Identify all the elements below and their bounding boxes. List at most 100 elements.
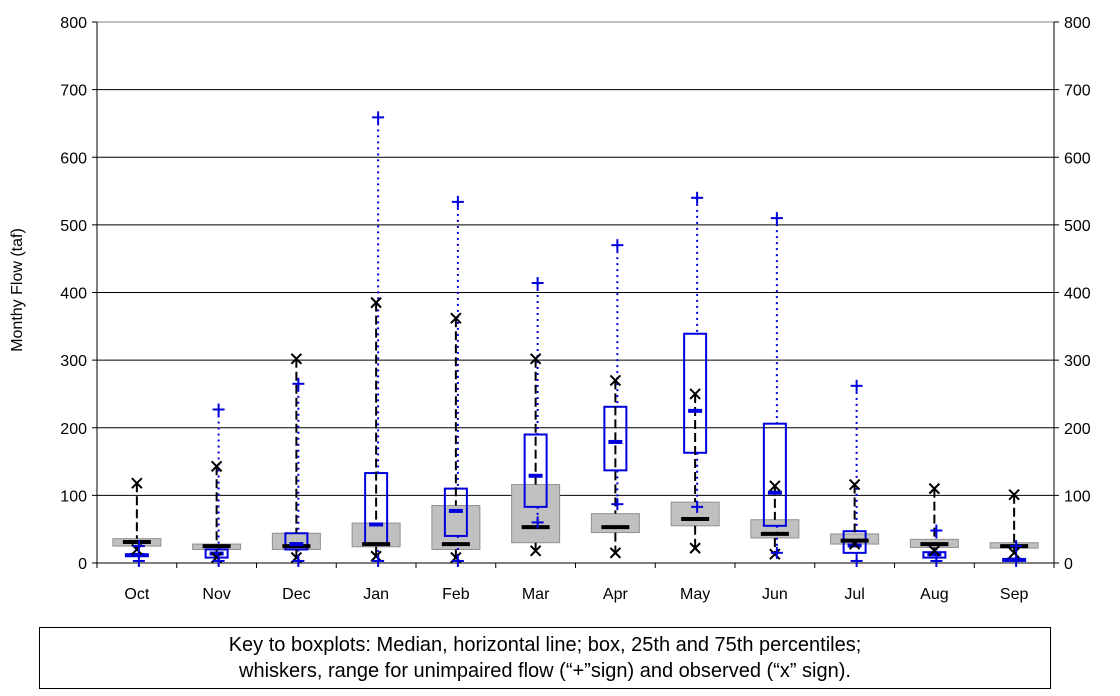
gridlines bbox=[97, 21, 1054, 564]
x-stroke bbox=[370, 296, 382, 309]
observed-min-marker bbox=[370, 550, 382, 562]
unimpaired-min-marker bbox=[372, 554, 385, 567]
boxplot-marks bbox=[112, 111, 1039, 567]
x-stroke bbox=[529, 353, 542, 365]
unimpaired-max-marker bbox=[850, 379, 863, 392]
x-tick-label: Feb bbox=[442, 586, 470, 603]
unimpaired-max-marker bbox=[1010, 540, 1023, 553]
x-stroke bbox=[529, 545, 542, 557]
unimpaired-min-marker bbox=[850, 554, 863, 567]
observed-max-marker bbox=[290, 353, 303, 365]
observed-max-marker bbox=[928, 482, 941, 495]
unimpaired-min-marker bbox=[531, 516, 544, 529]
observed-max-marker bbox=[848, 478, 861, 491]
x-stroke bbox=[848, 538, 861, 550]
observed-box bbox=[670, 501, 720, 527]
boxplot-chart: 0 100 200 300 400 500 600 700 800 0 100 200 300 400 5… bbox=[9, 15, 1091, 603]
unimpaired-box bbox=[762, 422, 787, 527]
unimpaired-min-marker bbox=[292, 554, 305, 567]
y-tick-label: 0 bbox=[78, 556, 87, 573]
y-tick-label: 500 bbox=[1064, 218, 1091, 235]
x-tick-label: Sep bbox=[1000, 586, 1029, 603]
observed-min-marker bbox=[848, 538, 861, 550]
y-tick-label: 100 bbox=[1064, 488, 1091, 505]
x-stroke bbox=[1008, 547, 1020, 559]
x-tick-label: Jan bbox=[363, 586, 389, 603]
key-line-2: whiskers, range for unimpaired flow (“+”… bbox=[239, 660, 851, 682]
x-tick-label: Dec bbox=[282, 586, 310, 603]
unimpaired-max-marker bbox=[292, 377, 305, 390]
observed-min-marker bbox=[689, 542, 701, 554]
x-stroke bbox=[131, 477, 143, 489]
unimpaired-max-marker bbox=[451, 195, 464, 208]
x-tick-label: Jun bbox=[762, 586, 788, 603]
x-tick-label: May bbox=[680, 586, 710, 603]
observed-max-marker bbox=[609, 374, 622, 387]
x-stroke bbox=[290, 353, 303, 365]
key-box: Key to boxplots: Median, horizontal line… bbox=[39, 627, 1051, 689]
x-stroke bbox=[769, 548, 781, 560]
x-stroke bbox=[450, 312, 462, 324]
unimpaired-max-marker bbox=[372, 111, 385, 124]
observed-max-marker bbox=[370, 296, 382, 309]
unimpaired-max-marker bbox=[770, 212, 783, 225]
unimpaired-min-marker bbox=[212, 554, 225, 567]
unimpaired-max-marker bbox=[212, 403, 225, 416]
x-stroke bbox=[609, 547, 622, 559]
y-axis-label: Monthy Flow (taf) bbox=[9, 228, 26, 352]
observed-max-marker bbox=[450, 312, 462, 324]
unimpaired-max-marker bbox=[132, 540, 145, 553]
x-stroke bbox=[1008, 488, 1020, 501]
observed-min-marker bbox=[928, 545, 941, 557]
y-tick-label: 300 bbox=[60, 353, 87, 370]
y-tick-label: 200 bbox=[60, 421, 87, 438]
observed-max-marker bbox=[1008, 488, 1020, 501]
y-tick-label: 0 bbox=[1064, 556, 1073, 573]
y-tick-label: 400 bbox=[1064, 286, 1091, 303]
x-stroke bbox=[689, 388, 701, 400]
observed-min-marker bbox=[529, 545, 542, 557]
y-axis-right: 0 100 200 300 400 500 600 700 800 bbox=[1053, 15, 1091, 573]
x-stroke bbox=[848, 478, 861, 491]
x-stroke bbox=[689, 542, 701, 554]
observed-max-marker bbox=[131, 477, 143, 489]
x-axis: Oct Nov Dec Jan Feb Mar Apr May Jun Jul Aug Sep bbox=[96, 562, 1055, 603]
y-tick-label: 100 bbox=[60, 488, 87, 505]
x-stroke bbox=[210, 460, 223, 473]
y-tick-label: 400 bbox=[60, 286, 87, 303]
unimpaired-min-marker bbox=[611, 498, 624, 511]
observed-max-marker bbox=[769, 480, 781, 492]
x-tick-label: Mar bbox=[522, 586, 550, 603]
y-tick-label: 700 bbox=[1064, 83, 1091, 100]
y-tick-label: 200 bbox=[1064, 421, 1091, 438]
y-tick-label: 800 bbox=[60, 15, 87, 32]
observed-min-marker bbox=[1008, 547, 1020, 559]
y-tick-label: 800 bbox=[1064, 15, 1091, 32]
observed-min-marker bbox=[769, 548, 781, 560]
x-stroke bbox=[769, 480, 781, 492]
x-tick-label: Aug bbox=[920, 586, 948, 603]
unimpaired-max-marker bbox=[691, 191, 704, 204]
unimpaired-max-marker bbox=[611, 239, 624, 252]
y-tick-label: 500 bbox=[60, 218, 87, 235]
observed-max-marker bbox=[529, 353, 542, 365]
unimpaired-min-marker bbox=[691, 500, 704, 513]
observed-box bbox=[511, 484, 561, 544]
y-tick-label: 300 bbox=[1064, 353, 1091, 370]
x-stroke bbox=[928, 545, 941, 557]
observed-box bbox=[590, 513, 640, 534]
observed-min-marker bbox=[609, 547, 622, 559]
key-line-1: Key to boxplots: Median, horizontal line… bbox=[228, 634, 862, 656]
unimpaired-min-marker bbox=[132, 554, 145, 567]
x-tick-label: Oct bbox=[124, 586, 149, 603]
x-stroke bbox=[609, 374, 622, 387]
y-tick-label: 700 bbox=[60, 83, 87, 100]
x-stroke bbox=[370, 550, 382, 562]
unimpaired-max-marker bbox=[531, 277, 544, 290]
y-tick-label: 600 bbox=[1064, 150, 1091, 167]
y-axis-left: 0 100 200 300 400 500 600 700 800 bbox=[60, 15, 98, 573]
x-tick-label: Nov bbox=[202, 586, 230, 603]
observed-max-marker bbox=[210, 460, 223, 473]
y-tick-label: 600 bbox=[60, 150, 87, 167]
observed-max-marker bbox=[689, 388, 701, 400]
